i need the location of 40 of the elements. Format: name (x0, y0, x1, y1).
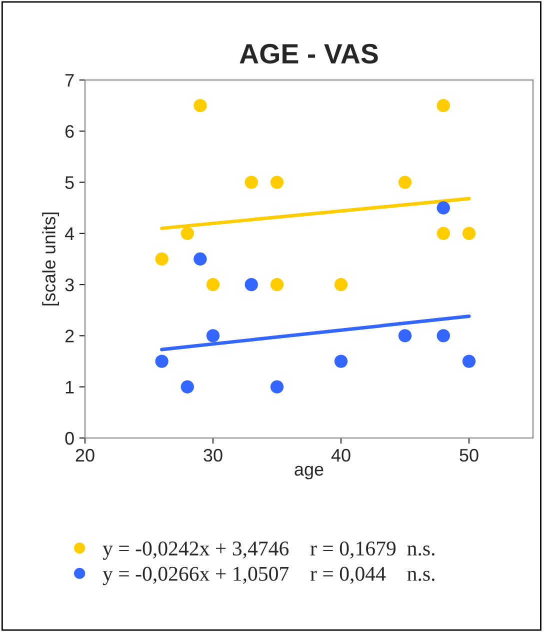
point (398, 176, 412, 189)
y-axis-title: [scale units] (42, 212, 59, 306)
point (462, 354, 476, 368)
point (436, 201, 450, 214)
point (244, 176, 258, 189)
point (462, 226, 476, 240)
point (180, 380, 194, 394)
point (270, 278, 284, 292)
y-tick-label: 2 (65, 330, 74, 342)
y-tick-label: 1 (66, 380, 74, 394)
y-tick-label: 7 (65, 74, 74, 87)
point (270, 176, 284, 189)
x-tick-label: 50 (460, 448, 478, 462)
point (398, 329, 412, 342)
point (334, 354, 348, 368)
y-tick-label: 0 (65, 432, 74, 445)
point (155, 354, 168, 368)
point (436, 226, 450, 240)
legend-label: y = -0,0266x + 1,0507 r = 0,044 n.s. (102, 566, 434, 586)
y-tick-label: 3 (65, 278, 74, 292)
chart-title: AGE - VAS (240, 44, 378, 64)
x-axis-title: age (294, 466, 324, 480)
point (436, 98, 450, 112)
point (180, 226, 194, 240)
point (155, 252, 168, 266)
point (270, 380, 284, 394)
y-tick-label: 6 (65, 125, 74, 138)
point (194, 98, 207, 112)
point (244, 278, 258, 292)
y-tick-label: 4 (64, 228, 74, 240)
y-tick-label: 5 (65, 176, 74, 190)
legend-label: y = -0,0242x + 3,4746 r = 0,1679 n.s. (102, 541, 434, 560)
x-tick-label: 20 (76, 448, 94, 462)
point (206, 329, 220, 342)
point (436, 329, 450, 342)
point (194, 252, 207, 266)
point (206, 278, 220, 292)
x-tick-label: 40 (331, 448, 350, 462)
x-tick-label: 30 (204, 448, 222, 462)
point (334, 278, 348, 292)
